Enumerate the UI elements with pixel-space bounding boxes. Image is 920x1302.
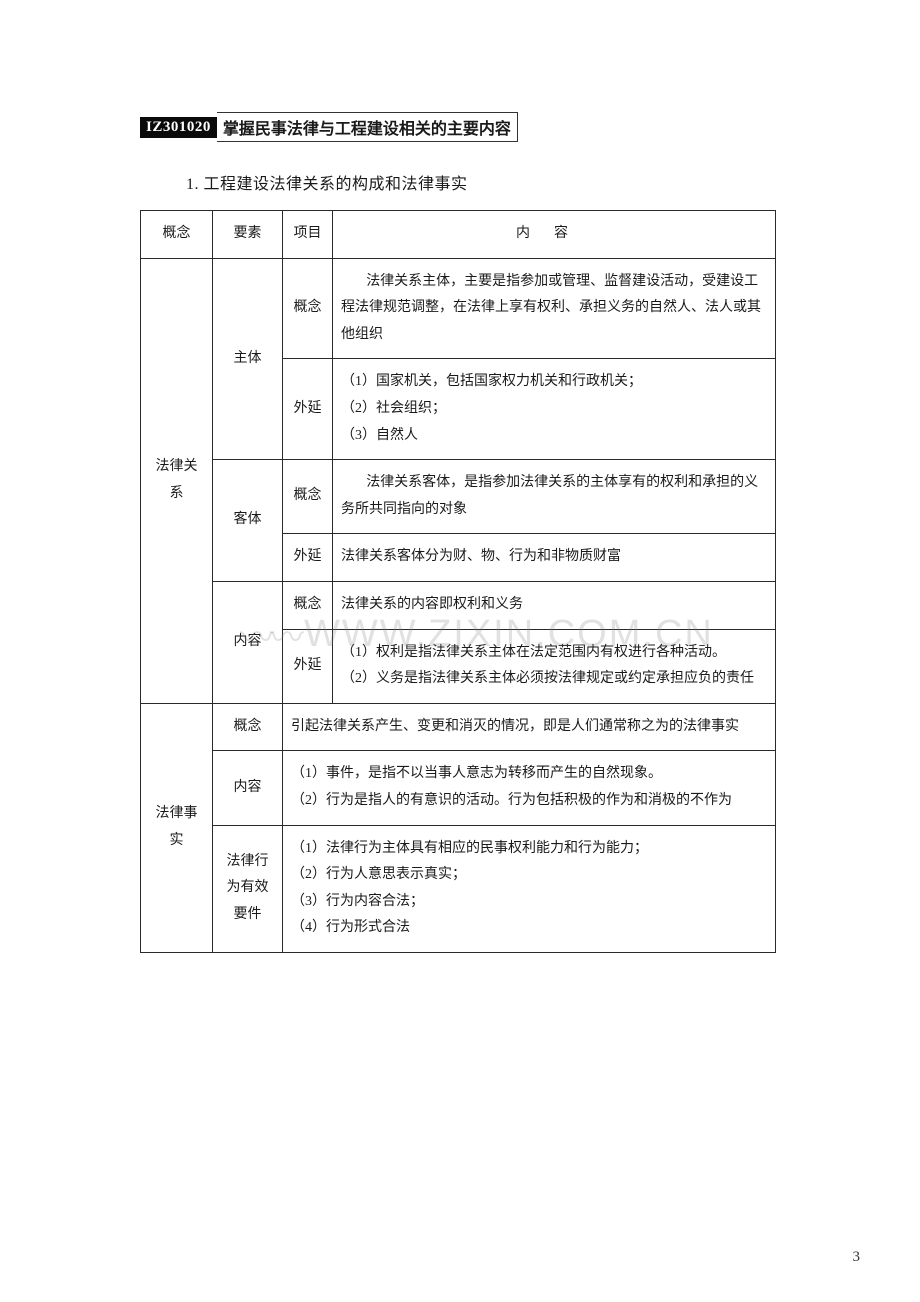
cell-content: 引起法律关系产生、变更和消灭的情况，即是人们通常称之为的法律事实 xyxy=(283,703,776,751)
section-title: 掌握民事法律与工程建设相关的主要内容 xyxy=(217,112,518,142)
table-header-row: 概念 要素 项目 内容 xyxy=(141,211,776,259)
table-row: 法律关系 主体 概念 法律关系主体，主要是指参加或管理、监督建设活动，受建设工程… xyxy=(141,258,776,359)
table-row: 法律行为有效要件 （1）法律行为主体具有相应的民事权利能力和行为能力； （2）行… xyxy=(141,825,776,952)
cell-content: （1）权利是指法律关系主体在法定范围内有权进行各种活动。 （2）义务是指法律关系… xyxy=(333,629,776,703)
cell-content: 法律关系的内容即权利和义务 xyxy=(333,581,776,629)
cell-valid-requirements: 法律行为有效要件 xyxy=(213,825,283,952)
cell-object: 客体 xyxy=(213,460,283,582)
cell-content: 法律关系主体，主要是指参加或管理、监督建设活动，受建设工程法律规范调整，在法律上… xyxy=(333,258,776,359)
cell-fact-concept: 概念 xyxy=(213,703,283,751)
sub-title: 1. 工程建设法律关系的构成和法律事实 xyxy=(186,170,780,194)
table-row: 客体 概念 法律关系客体，是指参加法律关系的主体享有的权利和承担的义务所共同指向… xyxy=(141,460,776,534)
cell-content-label: 内容 xyxy=(213,581,283,703)
cell-item: 外延 xyxy=(283,359,333,460)
cell-subject: 主体 xyxy=(213,258,283,460)
cell-item: 概念 xyxy=(283,581,333,629)
cell-item: 外延 xyxy=(283,629,333,703)
cell-content: （1）事件，是指不以当事人意志为转移而产生的自然现象。 （2）行为是指人的有意识… xyxy=(283,751,776,825)
col-header-content: 内容 xyxy=(333,211,776,259)
cell-content: 法律关系客体分为财、物、行为和非物质财富 xyxy=(333,534,776,582)
section-code: IZ301020 xyxy=(140,117,217,138)
cell-content: 法律关系客体，是指参加法律关系的主体享有的权利和承担的义务所共同指向的对象 xyxy=(333,460,776,534)
table-row: 内容 （1）事件，是指不以当事人意志为转移而产生的自然现象。 （2）行为是指人的… xyxy=(141,751,776,825)
col-header-item: 项目 xyxy=(283,211,333,259)
page-number: 3 xyxy=(853,1249,861,1266)
table-row: 法律事实 概念 引起法律关系产生、变更和消灭的情况，即是人们通常称之为的法律事实 xyxy=(141,703,776,751)
outline-table: 概念 要素 项目 内容 法律关系 主体 概念 法律关系主体，主要是指参加或管理、… xyxy=(140,210,776,953)
cell-fact-content: 内容 xyxy=(213,751,283,825)
cell-content: （1）国家机关，包括国家权力机关和行政机关； （2）社会组织； （3）自然人 xyxy=(333,359,776,460)
cell-item: 概念 xyxy=(283,460,333,534)
col-header-concept: 概念 xyxy=(141,211,213,259)
cell-item: 概念 xyxy=(283,258,333,359)
col-header-element: 要素 xyxy=(213,211,283,259)
cell-item: 外延 xyxy=(283,534,333,582)
cell-content: （1）法律行为主体具有相应的民事权利能力和行为能力； （2）行为人意思表示真实；… xyxy=(283,825,776,952)
table-row: 内容 概念 法律关系的内容即权利和义务 xyxy=(141,581,776,629)
cell-legal-fact: 法律事实 xyxy=(141,703,213,952)
section-header: IZ301020 掌握民事法律与工程建设相关的主要内容 xyxy=(140,112,780,142)
cell-legal-relation: 法律关系 xyxy=(141,258,213,703)
